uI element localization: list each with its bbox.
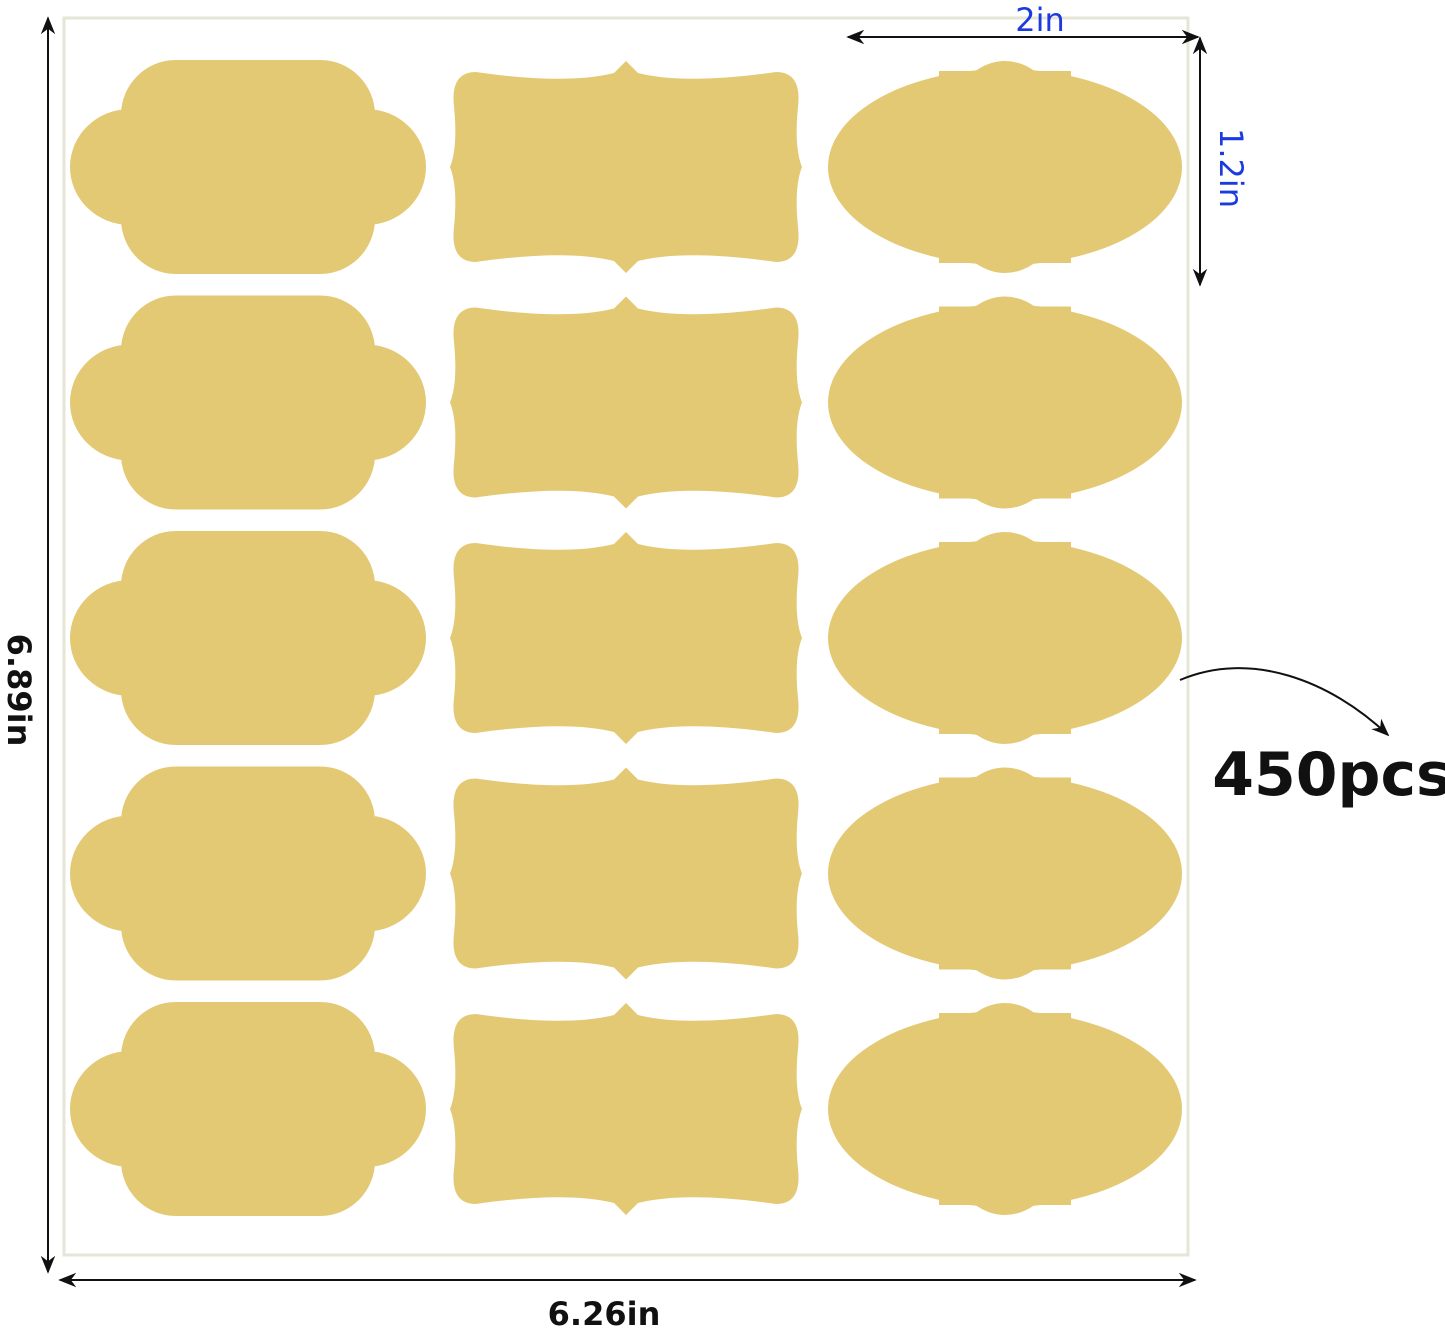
quantity-text: 450pcs: [1212, 740, 1445, 810]
label-width-text: 2in: [1015, 1, 1065, 39]
labels-grid: [70, 60, 1182, 1216]
sheet-width-text: 6.26in: [548, 1295, 661, 1331]
bracket-label: [450, 532, 802, 744]
bracket-label: [450, 296, 802, 509]
sheet-height-text: 6.89in: [0, 634, 38, 747]
bracket-label: [450, 61, 802, 273]
label-height-text: 1.2in: [1212, 128, 1250, 208]
curved-arrow-icon: [1179, 667, 1390, 737]
bracket-label: [450, 767, 802, 980]
bracket-label: [450, 1003, 802, 1215]
